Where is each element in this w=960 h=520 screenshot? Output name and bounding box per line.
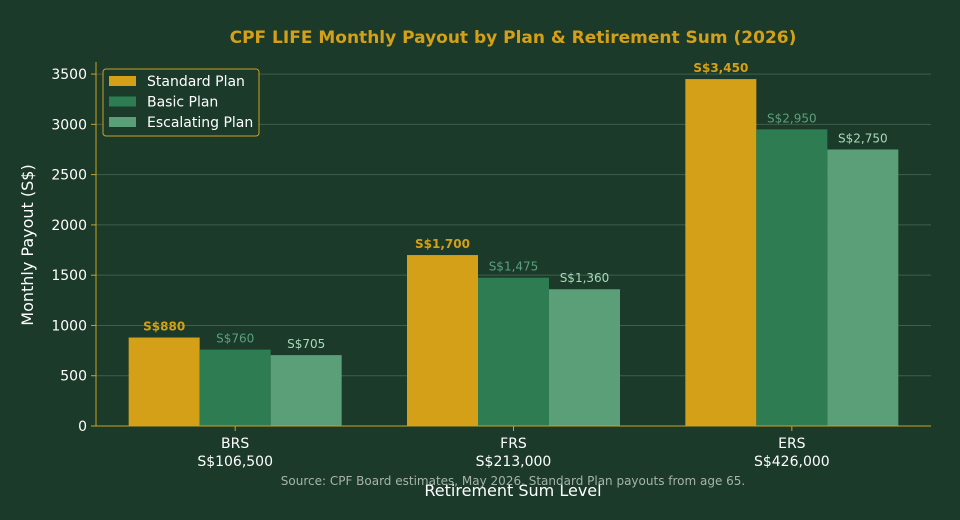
y-tick-label: 2500 [51,168,87,184]
legend-box [102,68,260,137]
bar [827,149,899,427]
data-label: S$1,700 [415,237,470,251]
data-label: S$1,360 [560,271,610,285]
source-note: Source: CPF Board estimates, May 2026. S… [281,474,746,488]
bar [407,255,478,426]
x-tick-sublabel: S$426,000 [754,454,830,470]
y-tick-label: 500 [60,369,87,385]
y-axis-title: Monthly Payout (S$) [18,164,37,325]
data-label: S$880 [143,320,185,334]
legend-label: Basic Plan [147,95,218,111]
y-tick-labels: 0 500 1000 1500 2000 2500 3000 3500 [51,67,96,435]
y-tick-label: 3000 [51,117,87,133]
bar [199,349,271,426]
x-tick-label: BRS [221,436,249,452]
x-tick-sublabel: S$213,000 [476,454,552,470]
bar [549,289,620,426]
bar [478,277,549,426]
bar [756,129,828,426]
legend-swatch [109,117,136,127]
x-tick-label: ERS [778,436,806,452]
x-tick-labels: BRS S$106,500 FRS S$213,000 ERS S$426,000 [197,426,830,470]
bar [270,355,342,426]
data-label: S$2,750 [838,131,888,145]
legend-label: Escalating Plan [147,115,253,131]
y-tick-label: 1000 [51,318,87,334]
y-tick-label: 1500 [51,268,87,284]
x-axis-title: Retirement Sum Level [424,481,601,500]
x-tick-sublabel: S$106,500 [197,454,273,470]
data-label: S$2,950 [767,111,817,125]
data-label: S$1,475 [489,260,539,274]
data-labels: S$880 S$760 S$705 S$1,700 S$1,475 S$1,360 S$3,… [143,61,887,351]
legend-swatch [109,96,136,107]
bar [128,337,200,426]
bar [685,79,757,426]
legend-label: Standard Plan [147,74,245,90]
y-tick-label: 3500 [51,67,87,83]
legend: Standard Plan Basic Plan Escalating Plan [102,68,260,137]
x-tick-label: FRS [500,436,527,452]
bars [128,79,899,427]
y-tick-label: 0 [78,419,87,435]
data-label: S$705 [287,337,325,351]
chart-title: CPF LIFE Monthly Payout by Plan & Retire… [230,28,797,48]
data-label: S$760 [216,332,254,346]
data-label: S$3,450 [693,61,748,75]
legend-swatch [109,76,136,86]
y-tick-label: 2000 [51,218,87,234]
